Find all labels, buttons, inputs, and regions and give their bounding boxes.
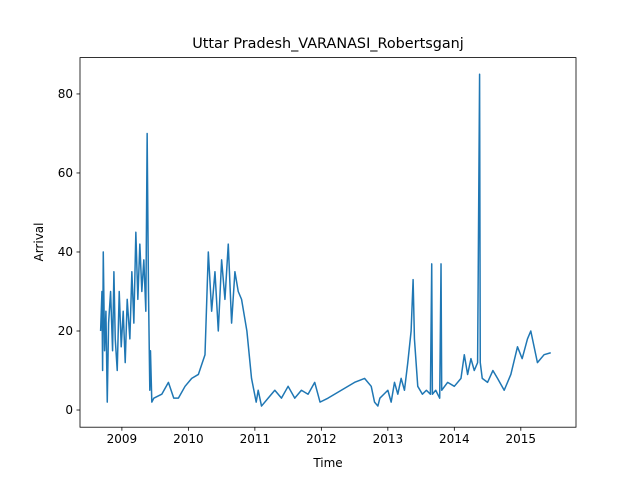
data-line: [99, 73, 551, 407]
x-tick-label: 2011: [240, 432, 271, 446]
chart-title: Uttar Pradesh_VARANASI_Robertsganj: [192, 36, 464, 52]
x-tick-label: 2010: [173, 432, 204, 446]
y-tick-label: 0: [65, 403, 73, 417]
x-tick-label: 2012: [306, 432, 337, 446]
x-tick-label: 2009: [107, 432, 138, 446]
x-tick-label: 2015: [506, 432, 537, 446]
y-tick-label: 60: [58, 166, 73, 180]
x-tick-label: 2014: [439, 432, 470, 446]
plot-frame: [79, 57, 577, 428]
x-axis-label: Time: [312, 456, 342, 470]
y-tick-label: 80: [58, 87, 73, 101]
x-tick-label: 2013: [373, 432, 404, 446]
y-tick-label: 40: [58, 245, 73, 259]
y-tick-label: 20: [58, 324, 73, 338]
y-axis-label: Arrival: [32, 223, 46, 262]
